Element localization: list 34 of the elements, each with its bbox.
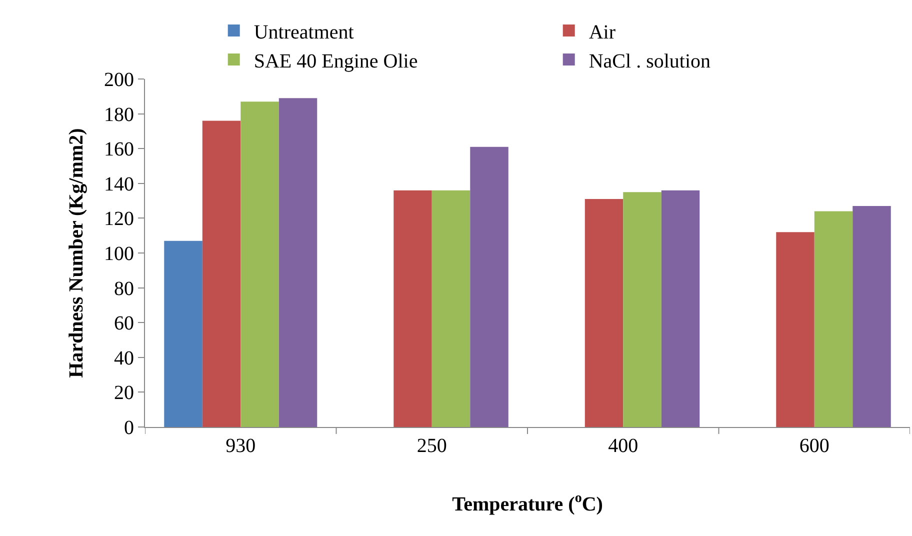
bar [164, 240, 202, 427]
y-axis-title: Hardness Number (Kg/mm2) [66, 128, 88, 378]
bar [623, 192, 662, 427]
bar [394, 190, 432, 427]
bar [278, 98, 318, 427]
bar [470, 146, 508, 427]
y-tick-label: 100 [104, 243, 134, 265]
y-tick-label: 40 [114, 347, 134, 370]
x-tick-label: 600 [799, 435, 830, 457]
legend-label: NaCl . solution [588, 50, 711, 72]
x-axis-title: Temperature ($^{o}$C) [452, 491, 603, 516]
y-tick-label: 180 [104, 104, 134, 126]
x-tick-label: 400 [608, 435, 638, 457]
y-tick-label: 120 [104, 208, 134, 230]
bar [852, 206, 891, 427]
bar [432, 190, 470, 427]
legend-label: SAE 40 Engine Olie [254, 50, 418, 72]
bar [814, 211, 853, 427]
y-tick-label: 200 [104, 69, 134, 91]
y-tick-label: 60 [114, 312, 134, 335]
x-tick-label: 930 [226, 435, 256, 457]
y-tick-label: 140 [104, 173, 134, 196]
y-tick-label: 160 [104, 138, 134, 161]
y-tick-label: 0 [124, 417, 134, 439]
x-tick-label: 250 [416, 435, 447, 457]
bar [776, 232, 814, 427]
legend-label: Air [588, 21, 616, 44]
legend-label: Untreatment [254, 21, 354, 44]
bar [584, 199, 624, 427]
y-tick-label: 20 [114, 382, 134, 404]
bar [240, 102, 279, 427]
y-tick-label: 80 [114, 278, 134, 300]
bar [202, 120, 241, 427]
bar [661, 190, 700, 427]
